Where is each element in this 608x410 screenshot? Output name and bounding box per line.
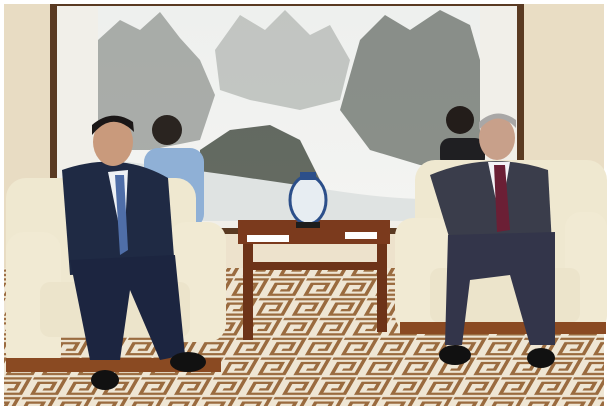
sofa-arm	[6, 232, 61, 372]
hair	[92, 115, 134, 135]
shoe	[527, 348, 555, 368]
paper	[345, 232, 377, 239]
suit-trousers	[70, 255, 185, 360]
vase	[288, 174, 328, 226]
face	[93, 118, 133, 166]
paper	[247, 235, 289, 242]
shoe	[91, 370, 119, 390]
table-leg	[243, 244, 253, 340]
mountain	[215, 10, 350, 110]
head	[152, 115, 182, 145]
face	[479, 116, 515, 160]
sofa-base	[6, 358, 221, 372]
tie	[115, 175, 128, 255]
shoe	[170, 352, 206, 372]
tie	[494, 165, 510, 232]
shoe	[439, 345, 471, 365]
table-leg	[377, 244, 387, 332]
sofa-base	[400, 322, 606, 334]
suit-trousers	[445, 232, 555, 345]
suit-jacket	[430, 161, 552, 245]
head	[446, 106, 474, 134]
vase-neck	[300, 172, 316, 180]
mountain	[98, 12, 215, 150]
table-rail	[253, 262, 377, 270]
hair	[479, 113, 516, 130]
vase-stand	[296, 222, 320, 228]
mountain	[340, 10, 480, 170]
